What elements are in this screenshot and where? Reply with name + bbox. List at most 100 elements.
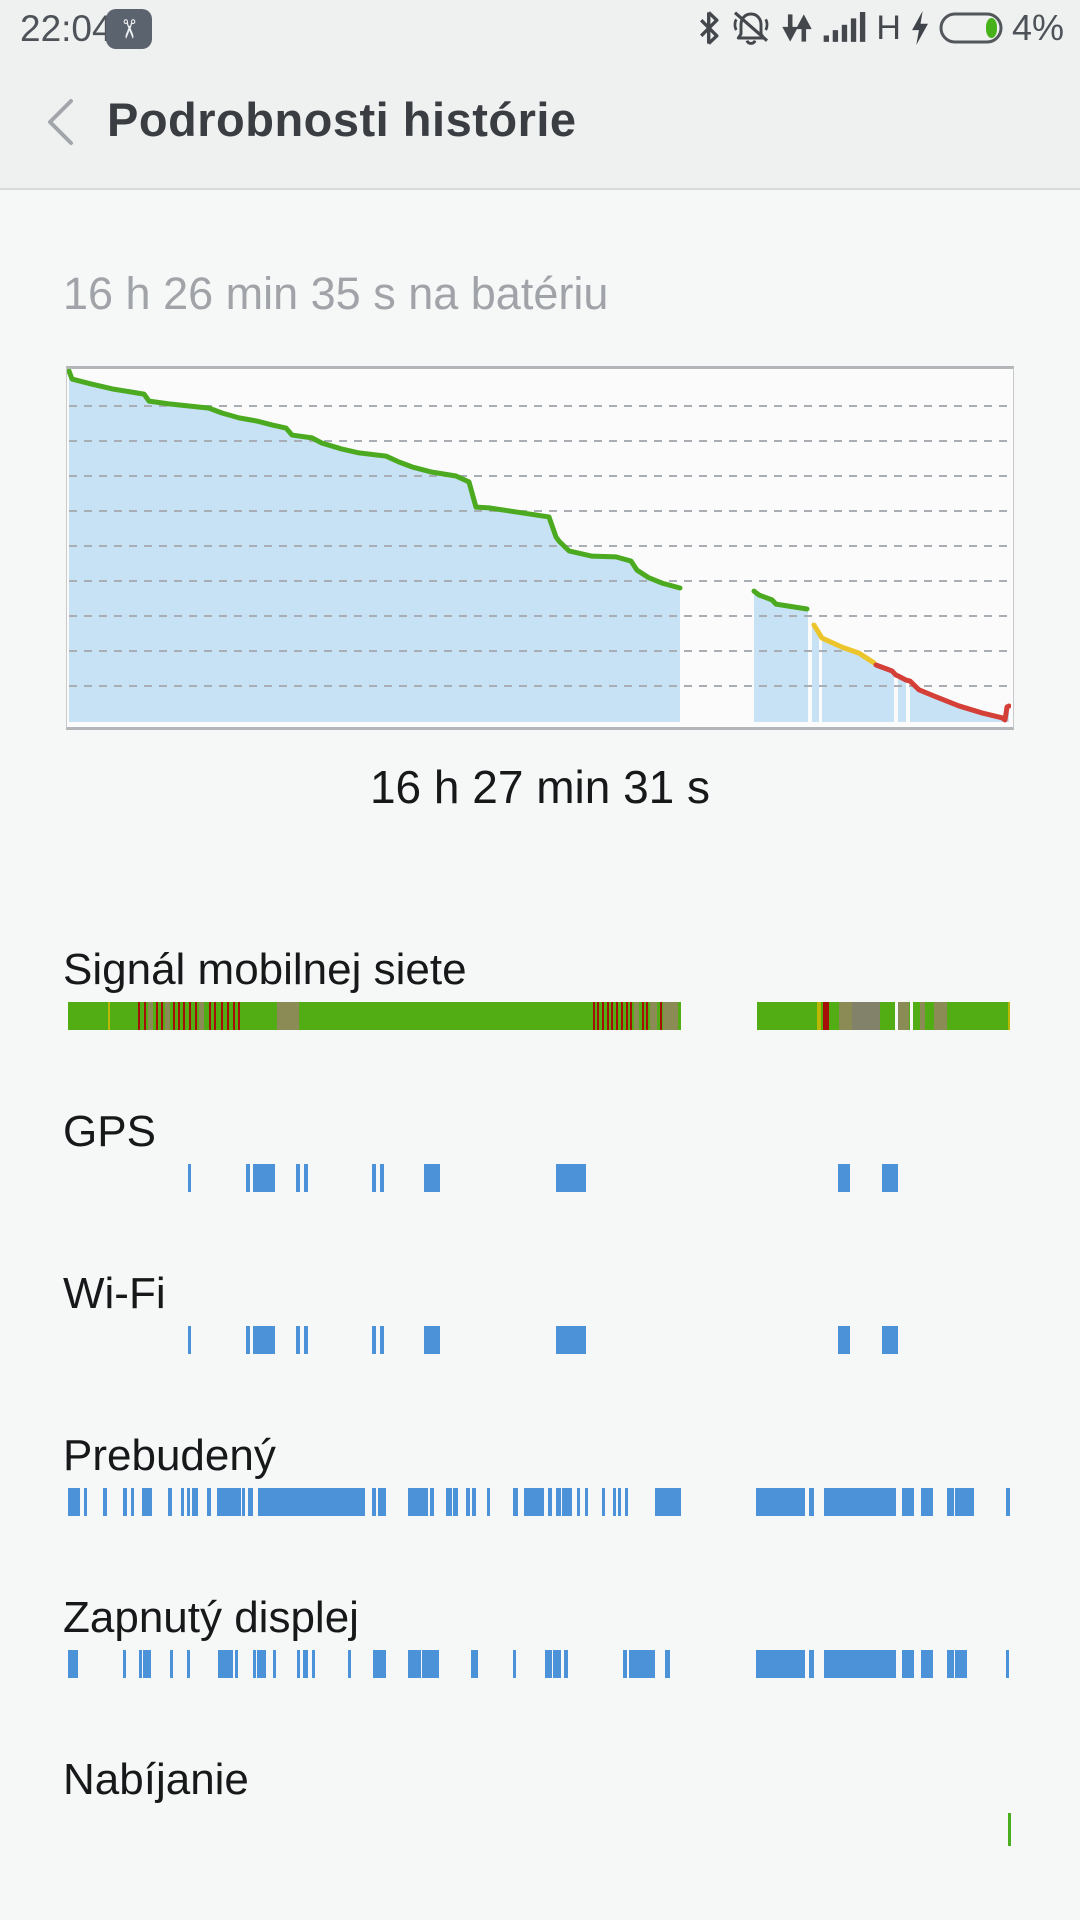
- on-battery-duration: 16 h 26 min 35 s na batériu: [63, 268, 609, 319]
- total-duration: 16 h 27 min 31 s: [369, 761, 711, 813]
- bar-segment: [453, 1488, 458, 1516]
- bar-segment: [817, 1002, 821, 1030]
- bar-segment: [756, 1488, 805, 1516]
- bar-segment: [257, 1650, 266, 1678]
- bar-segment: [424, 1164, 440, 1192]
- bar-segment: [68, 1488, 80, 1516]
- bar-segment: [616, 1002, 618, 1030]
- bar-segment: [217, 1488, 241, 1516]
- bar-segment: [602, 1002, 604, 1030]
- timeline-bar-gps: [68, 1164, 1012, 1192]
- bar-segment: [947, 1650, 954, 1678]
- bar-segment: [921, 1488, 933, 1516]
- section-label-gps: GPS: [63, 1107, 156, 1156]
- top-chrome: [0, 0, 1080, 190]
- data-arrows-icon: [782, 14, 813, 42]
- bar-segment: [472, 1488, 476, 1516]
- bar-segment: [597, 1002, 599, 1030]
- bar-segment: [852, 1002, 880, 1030]
- bar-segment: [642, 1002, 644, 1030]
- bar-segment: [646, 1002, 648, 1030]
- bar-segment: [123, 1488, 127, 1516]
- bar-segment: [253, 1326, 275, 1354]
- bar-segment: [663, 1002, 678, 1030]
- section-label-wifi: Wi-Fi: [63, 1269, 166, 1318]
- back-button[interactable]: [28, 88, 92, 156]
- bar-segment: [882, 1164, 898, 1192]
- bar-segment: [246, 1164, 250, 1192]
- bar-segment: [297, 1650, 300, 1678]
- bar-segment: [553, 1650, 561, 1678]
- bar-segment: [921, 1650, 933, 1678]
- bar-segment: [422, 1650, 433, 1678]
- bar-segment: [838, 1164, 850, 1192]
- bar-segment: [188, 1326, 191, 1354]
- bar-segment: [378, 1488, 386, 1516]
- bar-segment: [613, 1488, 616, 1516]
- bar-segment: [188, 1164, 191, 1192]
- bar-segment: [303, 1650, 308, 1678]
- bar-segment: [630, 1002, 632, 1030]
- bar-segment: [138, 1002, 140, 1030]
- bar-segment: [585, 1488, 588, 1516]
- bar-segment: [199, 1002, 204, 1030]
- signal-strength-icon: [824, 12, 866, 42]
- bar-segment: [221, 1002, 223, 1030]
- bar-segment: [296, 1164, 300, 1192]
- bar-segment: [934, 1002, 947, 1030]
- bar-segment: [218, 1650, 233, 1678]
- bar-segment: [195, 1002, 197, 1030]
- bar-segment: [192, 1488, 198, 1516]
- bar-segment: [170, 1650, 173, 1678]
- bar-segment: [593, 1002, 595, 1030]
- bar-segment: [383, 1650, 386, 1678]
- bar-segment: [839, 1002, 852, 1030]
- bar-segment: [296, 1326, 300, 1354]
- timeline-bar-screen-on: [68, 1650, 1012, 1678]
- battery-icon: [939, 12, 1003, 44]
- bar-segment: [235, 1650, 238, 1678]
- bluetooth-icon: [700, 11, 719, 45]
- bar-segment: [348, 1650, 351, 1678]
- status-bar: 22:04 ✂ H: [0, 0, 1080, 56]
- bar-segment: [513, 1488, 518, 1516]
- bar-segment: [248, 1488, 253, 1516]
- bar-segment: [246, 1326, 250, 1354]
- bar-segment: [183, 1002, 185, 1030]
- bar-segment: [920, 1002, 925, 1030]
- bar-segment: [408, 1650, 421, 1678]
- bar-segment: [562, 1488, 572, 1516]
- bar-segment: [882, 1326, 898, 1354]
- bar-segment: [556, 1488, 561, 1516]
- bar-segment: [142, 1488, 152, 1516]
- bar-segment: [1008, 1002, 1010, 1030]
- bar-segment: [253, 1650, 256, 1678]
- bar-segment: [144, 1002, 146, 1030]
- bar-segment: [424, 1326, 440, 1354]
- page-title: Podrobnosti histórie: [107, 93, 577, 146]
- bar-segment: [187, 1650, 190, 1678]
- bar-segment: [471, 1650, 478, 1678]
- timeline-bar-wifi: [68, 1326, 1012, 1354]
- bar-segment: [634, 1002, 639, 1030]
- bar-segment: [227, 1002, 229, 1030]
- bar-segment: [621, 1002, 623, 1030]
- bar-segment: [143, 1650, 151, 1678]
- battery-percent: 4%: [1011, 7, 1064, 48]
- bar-segment: [233, 1002, 235, 1030]
- bar-segment: [756, 1650, 805, 1678]
- bar-segment: [209, 1002, 211, 1030]
- bar-segment: [304, 1326, 308, 1354]
- section-label-screen-on: Zapnutý displej: [63, 1593, 359, 1642]
- bar-segment: [629, 1650, 655, 1678]
- bar-segment: [408, 1488, 428, 1516]
- bar-segment: [156, 1002, 158, 1030]
- bar-segment: [665, 1650, 670, 1678]
- bar-segment: [548, 1488, 552, 1516]
- bar-segment: [824, 1488, 896, 1516]
- bar-segment: [577, 1488, 580, 1516]
- bar-segment: [380, 1326, 384, 1354]
- chevron-left-icon: [48, 99, 73, 145]
- bar-segment: [838, 1326, 850, 1354]
- bar-segment: [618, 1488, 621, 1516]
